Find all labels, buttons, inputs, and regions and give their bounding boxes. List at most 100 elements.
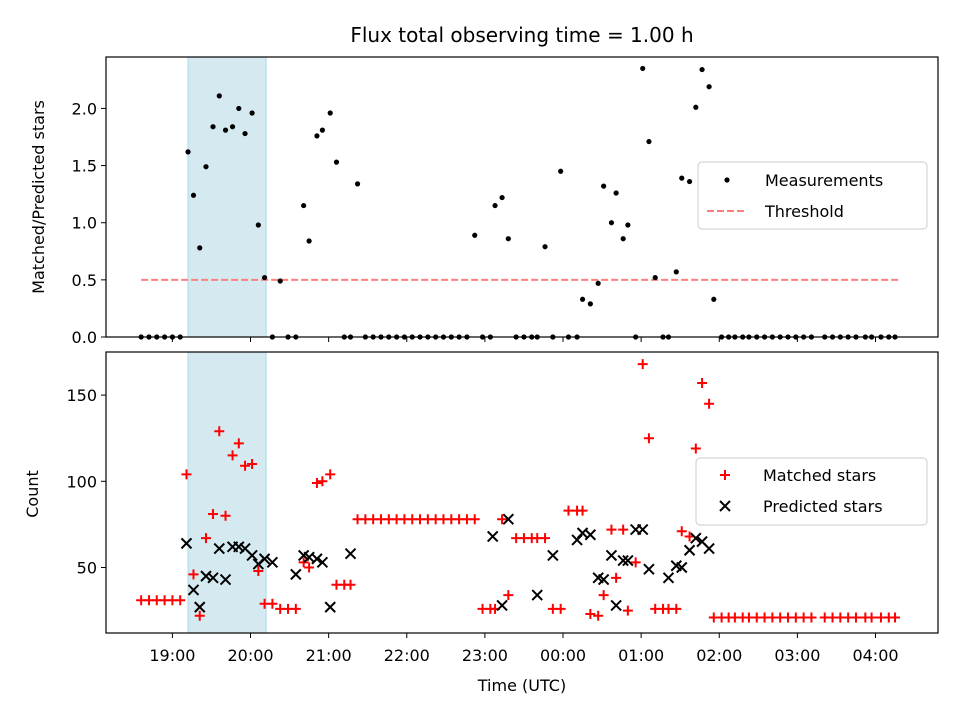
- measurement-point: [492, 202, 498, 209]
- matched-star-point: [253, 565, 264, 576]
- matched-star-point: [503, 590, 514, 601]
- measurement-point: [601, 183, 607, 189]
- measurement-point: [190, 192, 197, 198]
- predicted-star-point: [584, 529, 597, 541]
- measurement-point: [595, 280, 601, 286]
- top-legend-box: [697, 161, 928, 230]
- measurement-point: [646, 138, 652, 145]
- predicted-star-point: [316, 556, 329, 569]
- measurement-point: [558, 168, 564, 174]
- matched-star-point: [697, 378, 708, 389]
- predicted-star-point: [344, 547, 357, 560]
- predicted-star-point: [246, 549, 258, 562]
- top-x-ticks: [171, 337, 877, 342]
- bottom-y-ticks: 50 100 150: [66, 386, 106, 577]
- predicted-star-point: [207, 572, 219, 584]
- top-y-tick-label: 0.5: [72, 271, 97, 290]
- matched-star-point: [704, 398, 715, 409]
- legend-matched-label: Matched stars: [763, 466, 876, 485]
- matched-star-point: [188, 569, 199, 580]
- predicted-star-point: [690, 532, 702, 544]
- matched-star-point: [618, 524, 629, 535]
- x-axis-label: Time (UTC): [477, 676, 566, 695]
- matched-star-point: [890, 612, 901, 623]
- measurement-point: [306, 238, 312, 244]
- x-tick-label: 23:00: [462, 646, 508, 665]
- matched-star-point: [227, 450, 238, 461]
- measurement-point: [222, 127, 229, 133]
- matched-star-point: [611, 572, 622, 583]
- predicted-star-point: [610, 599, 622, 612]
- predicted-star-point: [643, 563, 655, 575]
- measurement-point: [542, 244, 548, 250]
- measurement-point: [197, 245, 203, 251]
- measurement-point: [216, 93, 222, 99]
- measurement-point: [711, 296, 717, 302]
- measurement-point: [652, 274, 658, 281]
- x-tick-label: 21:00: [306, 646, 352, 665]
- predicted-star-point: [636, 523, 649, 536]
- measurement-point: [579, 296, 586, 302]
- matched-star-point: [630, 557, 641, 568]
- top-axes-frame: [105, 56, 939, 338]
- measurement-point: [255, 222, 261, 228]
- bottom-highlight-span: [187, 351, 267, 634]
- predicted-star-point: [531, 589, 543, 601]
- legend-predicted-marker: [719, 500, 731, 512]
- measurement-point: [693, 104, 699, 110]
- predicted-star-point: [290, 568, 302, 581]
- x-tick-label: 20:00: [227, 646, 273, 665]
- measurement-point: [210, 124, 216, 130]
- predicted-star-point: [617, 554, 629, 567]
- predicted-star-point: [683, 544, 696, 556]
- bottom-x-ticks: 19:00 20:00 21:00 22:00 23:00 00:00 01:00 02:00…: [149, 633, 899, 665]
- matched-star-point: [345, 579, 356, 590]
- matched-star-point: [622, 605, 633, 616]
- measurement-point: [625, 222, 631, 228]
- matched-star-point: [850, 612, 861, 623]
- matched-star-point: [637, 359, 648, 370]
- bottom-y-tick-label: 150: [66, 386, 97, 405]
- matched-star-point: [563, 505, 574, 516]
- matched-star-point: [671, 603, 682, 614]
- predicted-star-point: [571, 534, 583, 546]
- matched-star-point: [540, 533, 551, 544]
- x-tick-label: 03:00: [774, 646, 820, 665]
- ratio-panel: 0.0 0.5 1.0 1.5 2.0 Flux total observing tim…: [29, 23, 939, 347]
- matched-star-point: [806, 612, 817, 623]
- top-y-tick-label: 0.0: [72, 328, 97, 347]
- measurement-point: [608, 220, 615, 226]
- matched-star-point: [690, 443, 701, 454]
- matched-star-point: [606, 524, 617, 535]
- predicted-star-point: [219, 573, 232, 586]
- measurement-point: [686, 178, 693, 185]
- measurement-point: [354, 181, 361, 187]
- measurement-point: [261, 274, 268, 281]
- predicted-star-point: [180, 537, 193, 550]
- measurement-point: [699, 66, 705, 73]
- predicted-star-point: [676, 561, 688, 574]
- measurement-point: [314, 133, 320, 139]
- matched-star-point: [290, 603, 301, 614]
- matched-star-point: [298, 557, 309, 568]
- legend-measurements-marker: [724, 177, 730, 183]
- predicted-star-point: [622, 554, 634, 567]
- measurement-point: [640, 65, 646, 72]
- count-marks: [136, 359, 901, 623]
- measurement-point: [679, 175, 685, 181]
- predicted-star-point: [662, 572, 675, 584]
- predicted-star-point: [266, 556, 279, 569]
- matched-star-point: [233, 438, 244, 449]
- matched-star-point: [214, 426, 225, 437]
- matched-star-point: [194, 610, 205, 621]
- matched-star-point: [577, 505, 588, 516]
- predicted-star-point: [605, 549, 618, 562]
- measurement-point: [333, 159, 340, 165]
- measurement-point: [229, 124, 236, 130]
- predicted-star-point: [258, 553, 271, 565]
- measurement-point: [249, 110, 255, 116]
- x-tick-label: 22:00: [384, 646, 430, 665]
- bottom-y-axis-label: Count: [23, 470, 42, 518]
- top-y-tick-label: 1.0: [72, 214, 97, 233]
